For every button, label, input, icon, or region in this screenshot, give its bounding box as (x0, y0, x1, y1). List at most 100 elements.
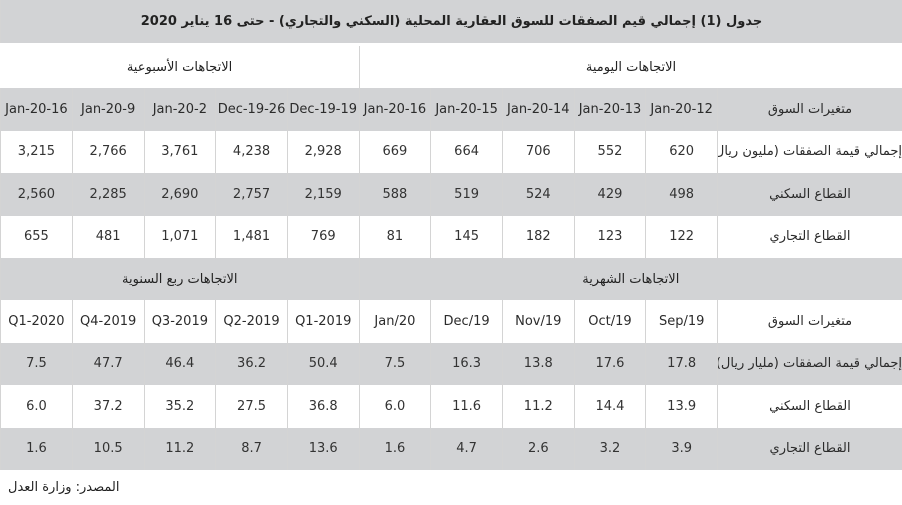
row-label: إجمالي قيمة الصفقات (مليون ريال) (717, 130, 902, 173)
cell: 13.8 (501, 342, 575, 385)
cell: 1.6 (358, 427, 432, 470)
cell: 50.4 (286, 342, 360, 385)
table-row: القطاع التجاري 122 123 182 145 81 769 1,… (0, 215, 902, 258)
header-row: متغيرات السوق 12-Jan-20 13-Jan-20 14-Jan… (0, 88, 902, 131)
cell: 3.2 (573, 427, 647, 470)
table-title: جدول (1) إجمالي قيم الصفقات للسوق العقار… (0, 0, 902, 46)
column-header: 2-Jan-20 (143, 88, 217, 131)
cell: 1.6 (0, 427, 73, 470)
cell: 6.0 (358, 385, 432, 428)
column-header: 12-Jan-20 (645, 88, 718, 131)
column-header: 2019-Q2 (215, 300, 288, 343)
cell: 11.6 (430, 385, 503, 428)
column-header: Oct/19 (573, 300, 647, 343)
section-quarterly-trends: الاتجاهات ربع السنوية (0, 258, 360, 300)
cell: 498 (645, 173, 718, 216)
cell: 552 (573, 130, 647, 173)
cell: 10.5 (71, 427, 145, 470)
cell: 7.5 (0, 342, 73, 385)
column-header: 13-Jan-20 (573, 88, 647, 131)
cell: 2,159 (286, 173, 360, 216)
cell: 123 (573, 215, 647, 258)
market-variables-header: متغيرات السوق (717, 300, 902, 343)
cell: 2.6 (501, 427, 575, 470)
cell: 769 (286, 215, 360, 258)
cell: 27.5 (215, 385, 288, 428)
cell: 2,560 (0, 173, 73, 216)
row-label: القطاع السكني (717, 385, 902, 428)
cell: 36.8 (286, 385, 360, 428)
column-header: 2019-Q1 (286, 300, 360, 343)
cell: 588 (358, 173, 432, 216)
section-weekly-trends: الاتجاهات الأسبوعية (0, 44, 360, 88)
column-header: 26-Dec-19 (215, 88, 288, 131)
cell: 13.9 (645, 385, 718, 428)
cell: 36.2 (215, 342, 288, 385)
cell: 4,238 (215, 130, 288, 173)
cell: 3,215 (0, 130, 73, 173)
cell: 2,928 (286, 130, 360, 173)
cell: 11.2 (501, 385, 575, 428)
cell: 2,690 (143, 173, 217, 216)
cell: 669 (358, 130, 432, 173)
row-label: القطاع التجاري (717, 427, 902, 470)
table-row: إجمالي قيمة الصفقات (مليار ريال) 17.8 17… (0, 342, 902, 385)
cell: 1,481 (215, 215, 288, 258)
table-row: القطاع السكني 13.9 14.4 11.2 11.6 6.0 36… (0, 385, 902, 428)
column-header: 16-Jan-20 (0, 88, 73, 131)
cell: 14.4 (573, 385, 647, 428)
cell: 11.2 (143, 427, 217, 470)
cell: 429 (573, 173, 647, 216)
column-header: 2020-Q1 (0, 300, 73, 343)
cell: 6.0 (0, 385, 73, 428)
cell: 2,766 (71, 130, 145, 173)
cell: 706 (501, 130, 575, 173)
column-header: Dec/19 (430, 300, 503, 343)
cell: 35.2 (143, 385, 217, 428)
cell: 17.6 (573, 342, 647, 385)
cell: 519 (430, 173, 503, 216)
column-header: 9-Jan-20 (71, 88, 145, 131)
cell: 3.9 (645, 427, 718, 470)
cell: 620 (645, 130, 718, 173)
table-row: القطاع التجاري 3.9 3.2 2.6 4.7 1.6 13.6 … (0, 427, 902, 470)
cell: 664 (430, 130, 503, 173)
row-label: القطاع السكني (717, 173, 902, 216)
column-header: 14-Jan-20 (501, 88, 575, 131)
cell: 4.7 (430, 427, 503, 470)
source-note: المصدر: وزارة العدل (8, 480, 120, 495)
column-header: 16-Jan-20 (358, 88, 432, 131)
section-daily-trends: الاتجاهات اليومية (358, 44, 902, 88)
cell: 37.2 (71, 385, 145, 428)
cell: 7.5 (358, 342, 432, 385)
header-row: متغيرات السوق Sep/19 Oct/19 Nov/19 Dec/1… (0, 300, 902, 343)
column-header: Nov/19 (501, 300, 575, 343)
market-variables-header: متغيرات السوق (717, 88, 902, 131)
cell: 16.3 (430, 342, 503, 385)
cell: 81 (358, 215, 432, 258)
cell: 655 (0, 215, 73, 258)
cell: 3,761 (143, 130, 217, 173)
table-row: إجمالي قيمة الصفقات (مليون ريال) 620 552… (0, 130, 902, 173)
cell: 13.6 (286, 427, 360, 470)
cell: 46.4 (143, 342, 217, 385)
column-header: 2019-Q3 (143, 300, 217, 343)
cell: 122 (645, 215, 718, 258)
cell: 524 (501, 173, 575, 216)
column-header: 15-Jan-20 (430, 88, 503, 131)
column-header: 2019-Q4 (71, 300, 145, 343)
row-label: القطاع التجاري (717, 215, 902, 258)
column-header: 19-Dec-19 (286, 88, 360, 131)
cell: 182 (501, 215, 575, 258)
cell: 2,285 (71, 173, 145, 216)
cell: 47.7 (71, 342, 145, 385)
cell: 17.8 (645, 342, 718, 385)
cell: 1,071 (143, 215, 217, 258)
cell: 481 (71, 215, 145, 258)
section-monthly-trends: الاتجاهات الشهرية (358, 258, 902, 300)
row-label: إجمالي قيمة الصفقات (مليار ريال) (717, 342, 902, 385)
cell: 2,757 (215, 173, 288, 216)
real-estate-transactions-table: جدول (1) إجمالي قيم الصفقات للسوق العقار… (0, 0, 902, 470)
cell: 8.7 (215, 427, 288, 470)
